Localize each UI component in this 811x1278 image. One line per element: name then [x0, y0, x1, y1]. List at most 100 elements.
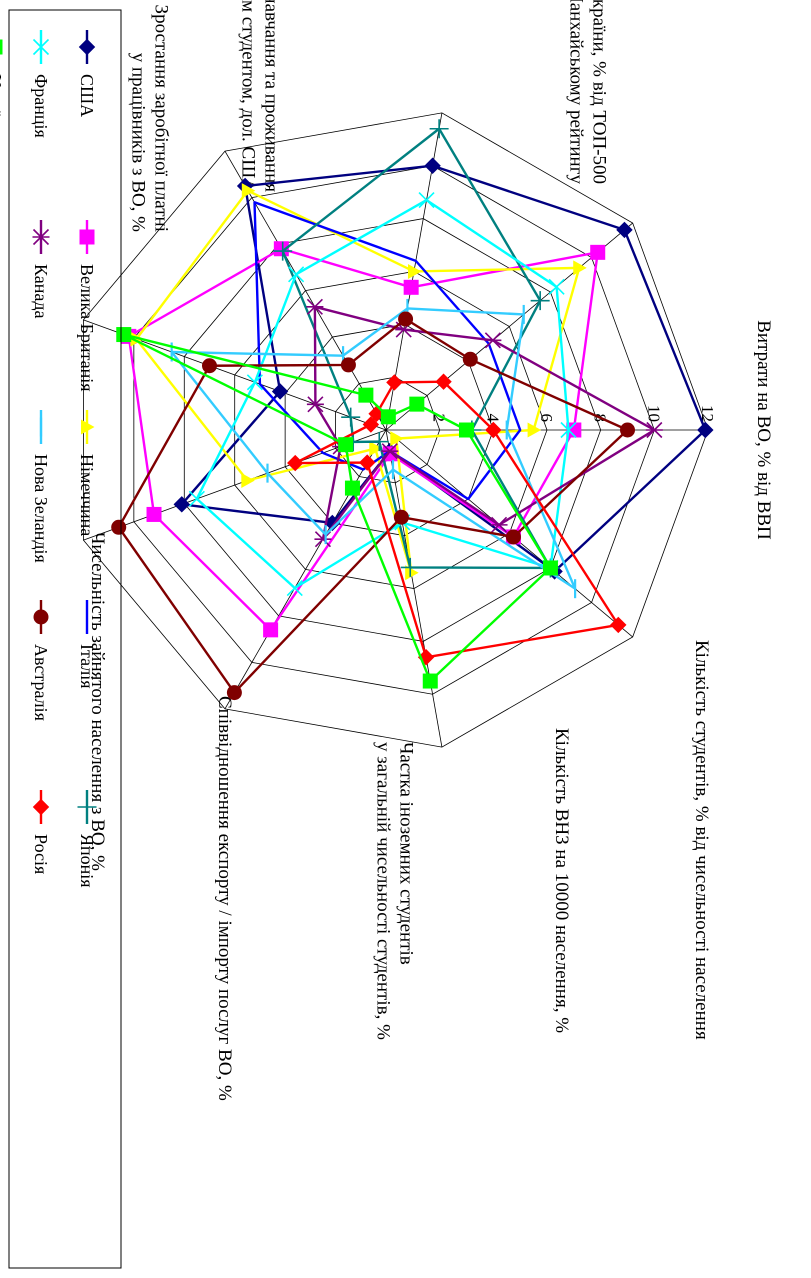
series-line — [313, 305, 656, 541]
data-point — [381, 443, 399, 460]
data-point — [382, 446, 398, 462]
legend-label: Росія — [31, 834, 51, 874]
legend-label: Італія — [77, 644, 97, 689]
data-point — [263, 622, 279, 638]
data-point — [530, 291, 550, 311]
grid-ring — [183, 218, 602, 642]
tick-label: 4 — [483, 414, 502, 423]
data-point — [287, 454, 304, 472]
data-point — [358, 387, 374, 403]
chart-body: Витрати на ВО, % від ВВП Кількість студен… — [0, 0, 774, 1269]
series-line — [122, 333, 552, 683]
data-point — [400, 557, 420, 577]
data-point — [369, 441, 383, 457]
data-point — [645, 421, 663, 439]
data-point — [306, 396, 324, 413]
series — [116, 327, 558, 689]
data-point — [620, 422, 635, 438]
data-point — [610, 616, 627, 634]
data-point — [548, 278, 565, 295]
tick-label: 2 — [430, 414, 449, 423]
legend-marker — [32, 38, 50, 56]
data-point — [398, 311, 414, 327]
tick-label: 12 — [698, 405, 717, 422]
grid-ring — [133, 165, 655, 695]
data-point — [314, 531, 332, 548]
grid-spoke — [224, 429, 387, 710]
data-point — [590, 244, 606, 260]
data-point — [386, 374, 403, 391]
axis-label: Зростання заробітної платніу працівників… — [128, 5, 172, 233]
legend-item: Велика Британія — [77, 220, 97, 392]
legend-label: Україна — [0, 74, 5, 134]
legend-marker — [77, 797, 97, 817]
legend-label: Японія — [77, 834, 97, 888]
axis-label: Кількість студентів, % від чисельності н… — [691, 640, 712, 1040]
legend-item: США — [77, 30, 97, 117]
data-point — [362, 416, 380, 433]
data-point — [271, 383, 289, 400]
series-lines — [111, 119, 714, 701]
legend-label: Нова Зеландія — [31, 454, 51, 563]
data-point — [459, 422, 474, 438]
data-point — [111, 519, 127, 535]
legend-marker — [79, 229, 95, 245]
data-point — [435, 373, 452, 390]
legend-marker — [0, 39, 3, 55]
legend-item: Нова Зеландія — [31, 410, 51, 563]
data-point — [246, 374, 263, 391]
legend-item: Японія — [77, 790, 97, 888]
data-point — [369, 432, 389, 452]
data-point — [201, 358, 217, 374]
grid-spoke — [83, 429, 387, 541]
data-point — [390, 431, 404, 447]
series-line — [281, 127, 552, 570]
data-point — [484, 332, 502, 349]
series-line — [195, 198, 570, 590]
legend-box — [8, 9, 122, 1269]
data-point — [485, 421, 502, 439]
data-point — [288, 266, 305, 283]
legend-item: Німеччина — [77, 410, 97, 536]
data-point — [286, 579, 303, 597]
grid-ring — [335, 376, 441, 484]
data-point — [560, 421, 577, 439]
data-point — [418, 192, 435, 209]
series-line — [180, 164, 707, 573]
series-line — [117, 317, 629, 694]
data-point — [566, 422, 582, 438]
axis-label: Співвідношення експорту / імпорту послуг… — [214, 696, 235, 1101]
legend-marker — [81, 419, 95, 435]
data-point — [527, 422, 542, 438]
data-point — [341, 407, 361, 427]
legend-label: Велика Британія — [77, 264, 97, 392]
data-point — [409, 396, 425, 412]
tick-label: 10 — [644, 405, 663, 422]
data-point — [273, 241, 289, 257]
series-line — [135, 189, 581, 574]
axis-label: Кількість ВНЗ на 10000 населення, % — [551, 728, 572, 1033]
radial-tick-labels: 024681012 — [376, 405, 717, 423]
legend-item: Франція — [31, 30, 51, 138]
legend-item: Росія — [31, 790, 51, 874]
data-point — [241, 183, 256, 199]
data-point — [403, 279, 419, 295]
series-line — [170, 307, 577, 590]
data-point — [188, 490, 205, 507]
legend-label: Австралія — [31, 644, 51, 721]
data-point — [616, 221, 633, 239]
legend-marker — [78, 38, 96, 56]
axis-label: Частка іноземних студентіву загальній чи… — [373, 742, 417, 1040]
data-point — [462, 351, 478, 367]
data-point — [429, 119, 449, 139]
legend-marker — [33, 609, 49, 625]
data-point — [173, 496, 190, 513]
data-point — [146, 506, 162, 522]
legend: США Велика Британія Німеччина Італія Японія Ф… — [0, 9, 122, 1269]
grid-spoke — [224, 150, 387, 431]
grid-ring — [284, 323, 494, 537]
data-point — [424, 157, 441, 174]
series — [111, 311, 635, 701]
data-point — [226, 685, 242, 701]
